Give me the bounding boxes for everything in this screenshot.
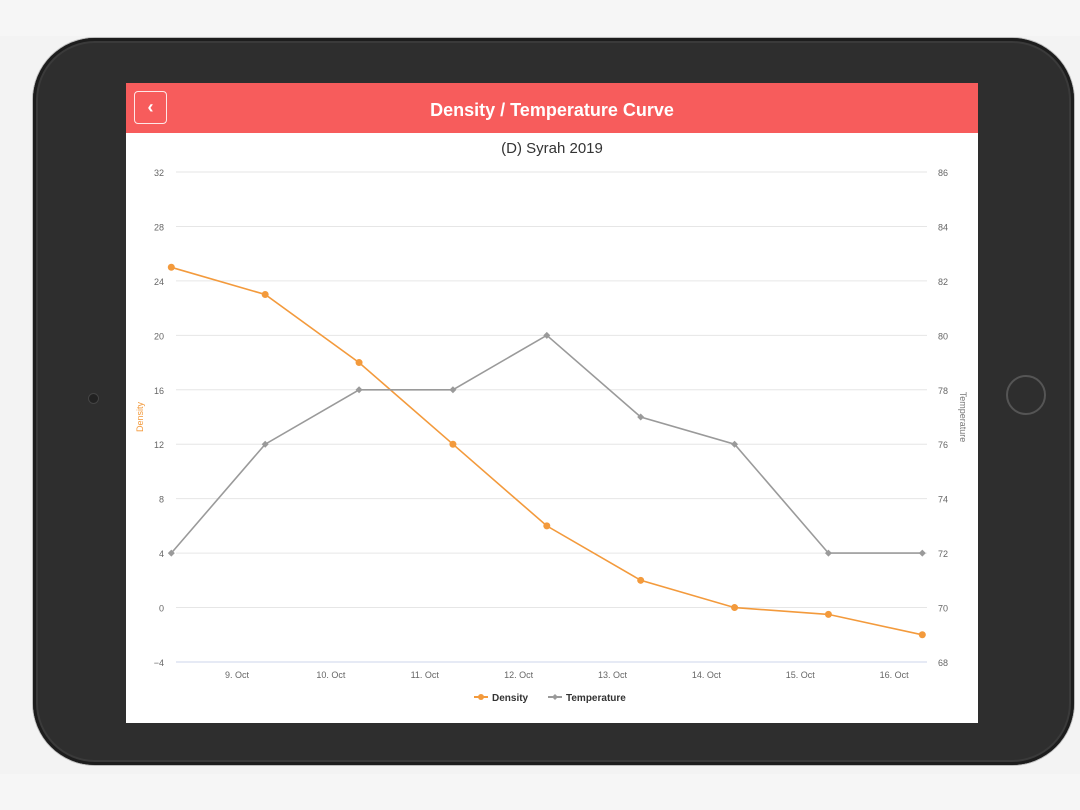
density-point [637,576,645,584]
y-left-tick-label: 20 [154,331,164,341]
y-right-tick-label: 82 [938,277,948,287]
density-point [543,522,551,530]
temperature-point [261,440,269,448]
app-screen: ‹ Density / Temperature Curve (D) Syrah … [126,83,978,723]
legend-marker [478,694,484,700]
y-right-tick-label: 68 [938,658,948,668]
y-left-tick-label: 32 [154,168,164,178]
legend-marker [552,694,558,700]
temperature-point [355,386,363,394]
y-right-tick-label: 70 [938,604,948,614]
y-right-tick-label: 74 [938,495,948,505]
density-series-line [171,266,923,636]
y-left-tick-label: 4 [159,549,164,559]
y-left-tick-label: 24 [154,277,164,287]
density-point [261,291,269,298]
temperature-point [824,549,832,557]
temperature-point [731,440,739,448]
camera-icon [88,393,99,404]
x-tick-label: 9. Oct [225,670,250,680]
temperature-point [918,549,926,557]
legend-label: Temperature [566,693,626,704]
x-tick-label: 14. Oct [692,670,722,680]
legend-label: Density [492,693,529,704]
density-temperature-chart: (D) Syrah 2019322824201612840−4868482807… [135,140,968,704]
density-point [449,440,457,448]
density-point [731,604,739,612]
y-right-axis-label: Temperature [958,392,968,443]
y-left-tick-label: 28 [154,222,164,232]
temperature-point [167,549,175,557]
density-point [167,263,175,271]
y-right-tick-label: 72 [938,549,948,559]
temperature-point [543,331,551,339]
x-tick-label: 15. Oct [786,670,816,680]
density-point [355,359,363,367]
temperature-point [449,386,457,394]
y-right-tick-label: 80 [938,331,948,341]
y-right-tick-label: 78 [938,386,948,396]
x-tick-label: 16. Oct [880,670,910,680]
y-left-tick-label: 16 [154,386,164,396]
density-point [918,631,926,639]
y-left-tick-label: −4 [154,658,164,668]
y-right-tick-label: 76 [938,440,948,450]
density-point [824,610,832,618]
temperature-point [637,413,645,421]
y-left-tick-label: 12 [154,440,164,450]
y-right-tick-label: 86 [938,168,948,178]
y-right-tick-label: 84 [938,222,948,232]
back-button[interactable]: ‹ [134,91,167,124]
chevron-left-icon: ‹ [147,97,154,117]
x-tick-label: 13. Oct [598,670,628,680]
x-tick-label: 12. Oct [504,670,534,680]
x-tick-label: 11. Oct [411,670,440,680]
y-left-axis-label: Density [135,401,145,432]
app-header: ‹ Density / Temperature Curve [126,83,978,133]
chart-title: (D) Syrah 2019 [501,140,603,157]
y-left-tick-label: 8 [159,495,164,505]
x-tick-label: 10. Oct [316,670,346,680]
y-left-tick-label: 0 [159,604,164,614]
home-button[interactable] [1006,375,1046,415]
page-title: Density / Temperature Curve [430,100,674,120]
